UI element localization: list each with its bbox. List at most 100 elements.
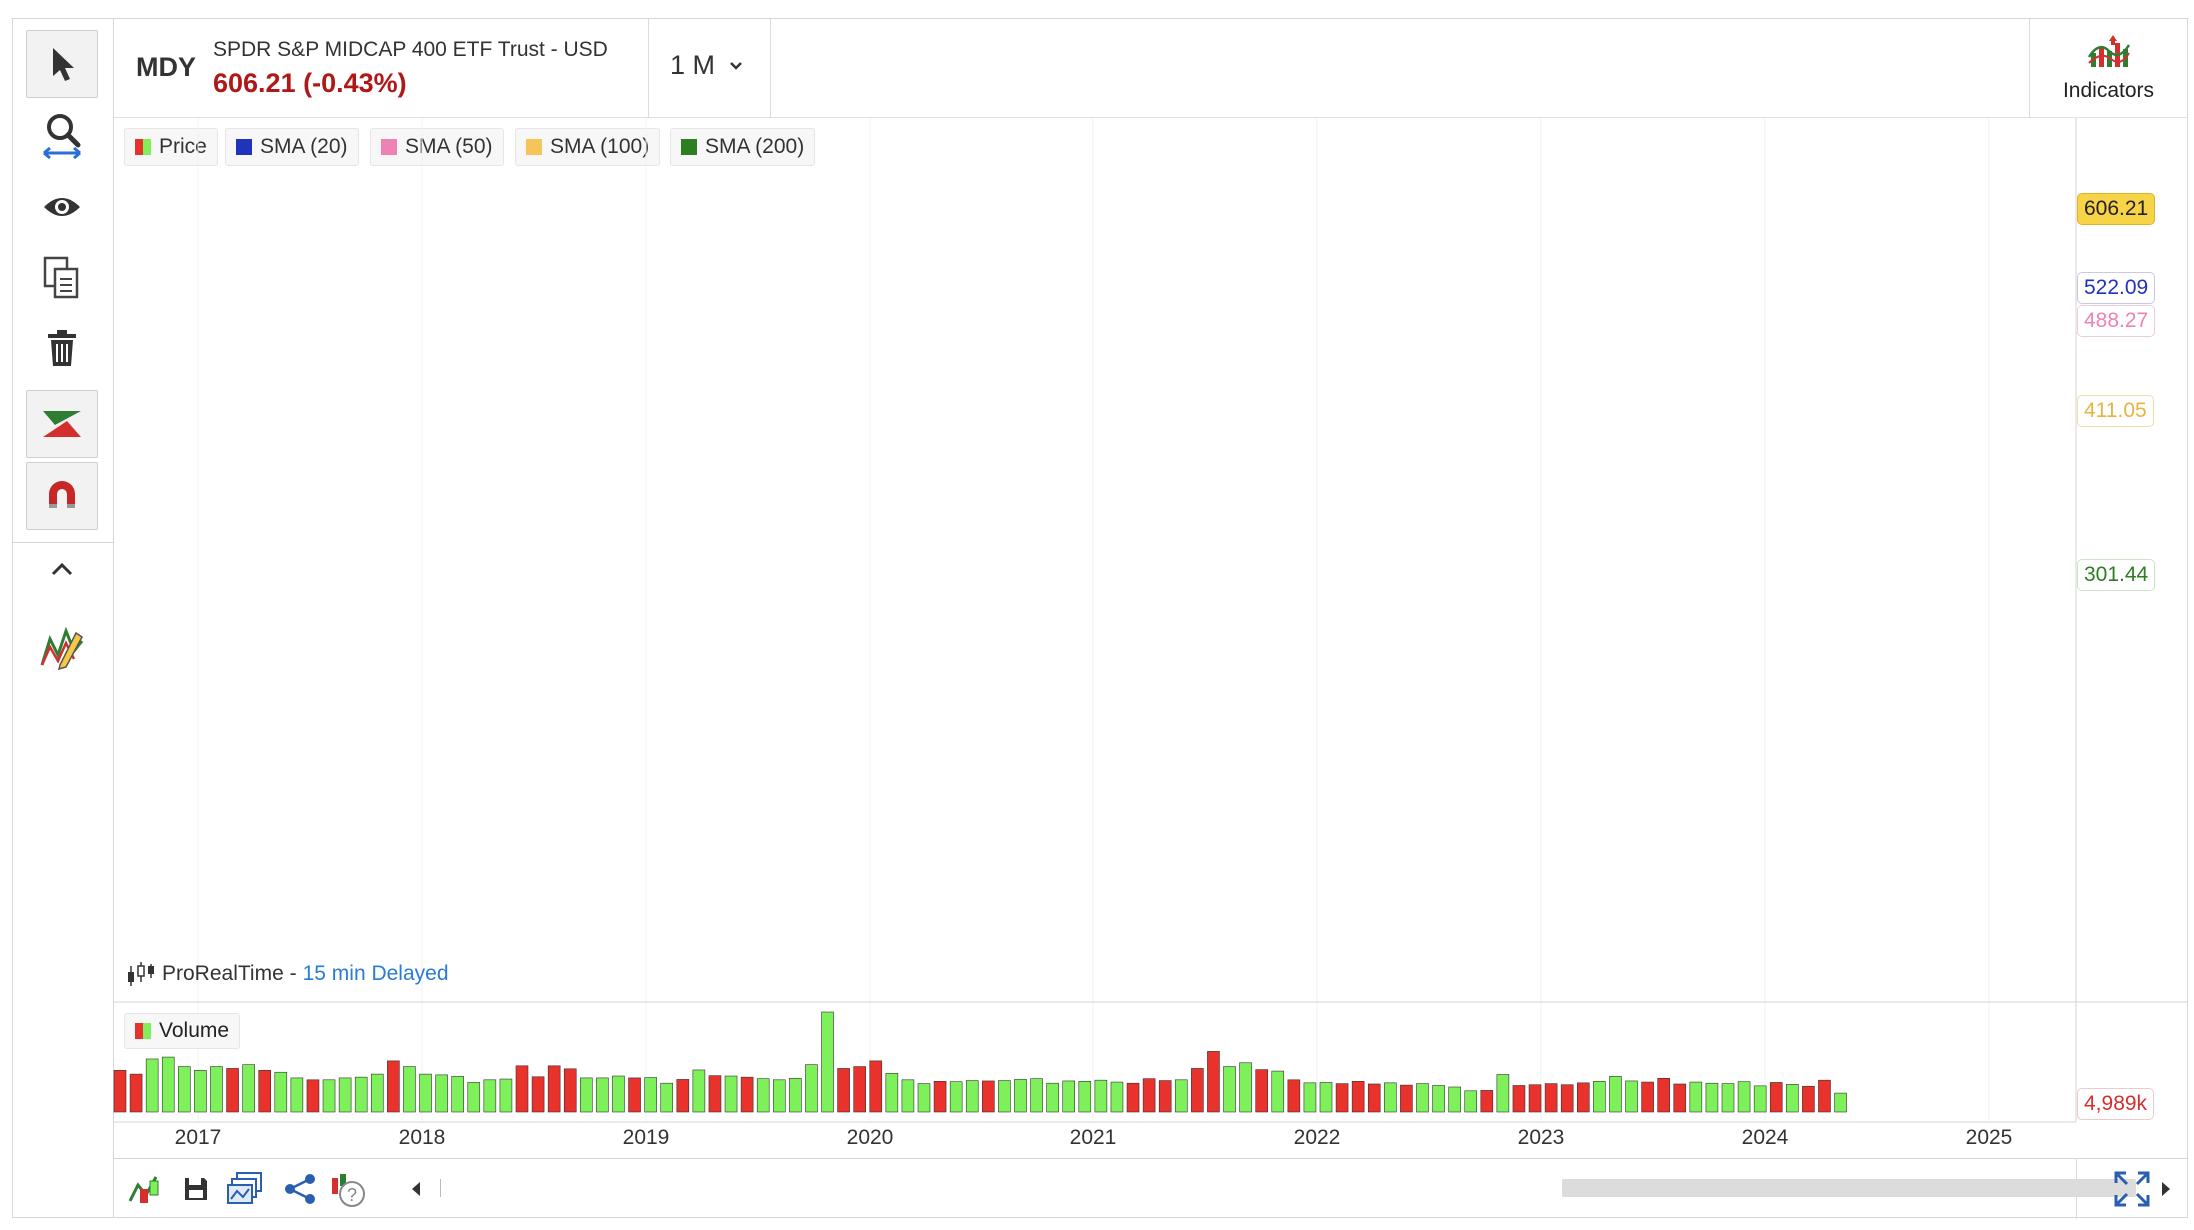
drawing-tools-button[interactable] — [26, 612, 98, 680]
volume-bar — [210, 1066, 223, 1113]
chart-grid — [197, 118, 1990, 1122]
volume-bar — [1062, 1080, 1076, 1113]
legend-price[interactable]: Price — [124, 128, 218, 166]
volume-bar — [419, 1073, 432, 1113]
legend-volume[interactable]: Volume — [124, 1013, 241, 1049]
help-icon: ? — [332, 1174, 365, 1207]
cursor-icon — [53, 48, 74, 81]
legend-sma20[interactable]: SMA (20) — [225, 128, 359, 166]
volume-bar — [467, 1082, 481, 1113]
volume-bar — [1191, 1068, 1204, 1113]
volume-bar — [1126, 1082, 1140, 1113]
volume-bar — [1576, 1082, 1590, 1113]
volume-bar — [772, 1079, 786, 1113]
volume-bar — [1753, 1085, 1767, 1113]
volume-bar — [274, 1071, 288, 1113]
save-button[interactable] — [176, 1169, 216, 1209]
volume-bar — [756, 1078, 770, 1113]
volume-bar — [1158, 1080, 1172, 1113]
save-icon — [185, 1178, 207, 1200]
visibility-tool[interactable] — [26, 173, 98, 241]
volume-bar — [1802, 1085, 1815, 1113]
volume-bar — [837, 1068, 850, 1113]
legend-volume-label: Volume — [159, 1019, 230, 1042]
indicators-icon — [2087, 35, 2130, 67]
legend-sma50[interactable]: SMA (50) — [370, 128, 504, 166]
volume-bar — [644, 1077, 657, 1113]
volume-bar — [1689, 1081, 1703, 1113]
last-price-tag: 606.21 — [2077, 193, 2156, 225]
delete-tool[interactable] — [26, 314, 98, 382]
volume-bar — [403, 1066, 416, 1113]
cursor-tool[interactable] — [26, 30, 98, 98]
volume-bars — [113, 1011, 1847, 1113]
chart-type-tool[interactable] — [26, 390, 98, 458]
candles-icon — [128, 962, 154, 986]
drawing-tools-icon — [40, 626, 84, 671]
volume-bar — [933, 1081, 947, 1113]
legend-sma50-label: SMA (50) — [405, 135, 493, 158]
legend-sma100-label: SMA (100) — [550, 135, 650, 158]
copy-icon — [43, 256, 79, 299]
volume-bar — [1673, 1083, 1687, 1113]
layouts-icon — [227, 1172, 262, 1204]
volume-bar — [322, 1079, 336, 1113]
fullscreen-button[interactable] — [2112, 1169, 2152, 1209]
volume-bar — [435, 1074, 448, 1113]
volume-bar — [998, 1080, 1011, 1113]
layouts-button[interactable] — [226, 1169, 266, 1209]
eye-icon — [44, 198, 80, 216]
scroll-left-button[interactable] — [396, 1169, 436, 1209]
price-swatch — [135, 139, 151, 155]
help-button[interactable]: ? — [328, 1169, 368, 1209]
volume-swatch — [135, 1023, 151, 1039]
share-button[interactable] — [280, 1169, 320, 1209]
zoom-tool[interactable] — [26, 102, 98, 170]
volume-bar — [1609, 1076, 1622, 1113]
period-selector[interactable]: 1 M — [670, 50, 743, 81]
volume-bar — [387, 1060, 400, 1113]
security-name: SPDR S&P MIDCAP 400 ETF Trust - USD — [213, 38, 608, 61]
volume-bar — [531, 1076, 545, 1113]
volume-bar — [1078, 1081, 1092, 1113]
indicators-button[interactable]: Indicators — [2029, 18, 2188, 118]
svg-text:?: ? — [347, 1185, 357, 1205]
volume-bar — [1480, 1090, 1494, 1113]
bottom-divider — [2076, 1159, 2077, 1219]
volume-bar — [129, 1073, 143, 1113]
legend-sma100[interactable]: SMA (100) — [515, 128, 661, 166]
volume-bar — [1223, 1066, 1236, 1113]
compare-button[interactable] — [124, 1169, 164, 1209]
fullscreen-icon — [2114, 1171, 2150, 1207]
volume-bar — [612, 1075, 625, 1113]
compare-icon — [128, 1176, 159, 1203]
volume-bar — [1335, 1083, 1349, 1113]
collapse-toolbar-button[interactable] — [26, 544, 98, 594]
magnet-tool[interactable] — [26, 462, 98, 530]
scroll-right-icon — [2162, 1182, 2170, 1196]
volume-bar — [1834, 1092, 1847, 1113]
volume-bar — [1593, 1081, 1606, 1113]
volume-bar — [869, 1060, 883, 1113]
horizontal-scrollbar[interactable] — [1562, 1179, 2136, 1197]
volume-bar — [1512, 1085, 1526, 1113]
volume-bar — [885, 1073, 899, 1113]
header-divider — [2029, 18, 2030, 118]
legend-sma20-label: SMA (20) — [260, 135, 348, 158]
volume-bar — [692, 1069, 706, 1113]
volume-bar — [258, 1070, 272, 1113]
credit-delay[interactable]: 15 min Delayed — [302, 962, 449, 985]
volume-bar — [628, 1077, 641, 1113]
volume-bar — [1351, 1081, 1365, 1113]
volume-bar — [1271, 1070, 1285, 1113]
sma50-swatch — [381, 139, 397, 155]
legend-sma200[interactable]: SMA (200) — [670, 128, 816, 166]
volume-bar — [113, 1070, 127, 1113]
scroll-right-button[interactable] — [2146, 1169, 2186, 1209]
sma20-value-tag: 522.09 — [2077, 272, 2156, 304]
sma100-value-tag: 411.05 — [2077, 395, 2154, 427]
volume-bar — [982, 1080, 995, 1113]
x-tick-label: 2019 — [622, 1126, 670, 1149]
copy-tool[interactable] — [26, 244, 98, 312]
